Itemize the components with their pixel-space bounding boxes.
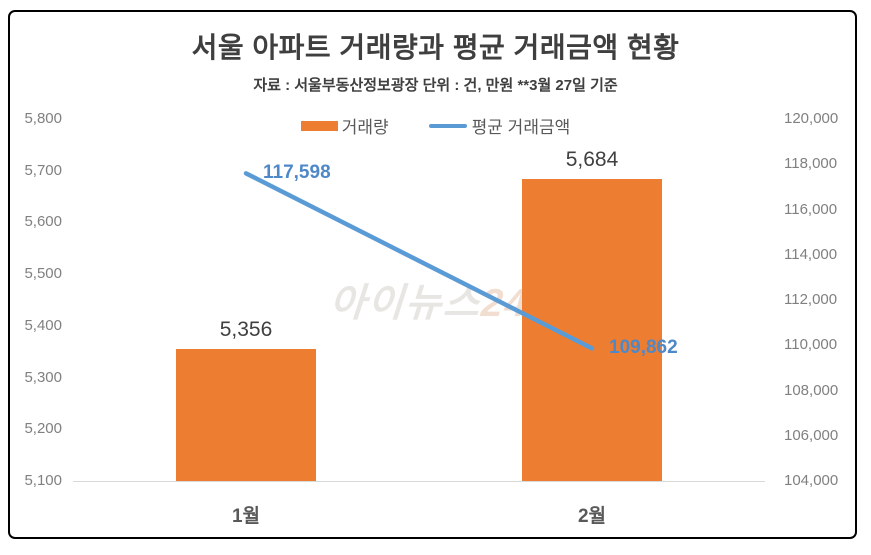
axis-tick: 120,000 [784,110,839,127]
axis-tick: 5,800 [24,110,62,127]
legend: 거래량 평균 거래금액 [0,113,871,138]
axis-tick: 108,000 [784,381,839,399]
legend-item-volume: 거래량 [300,113,389,138]
legend-item-price: 평균 거래금액 [428,113,571,138]
legend-label-volume: 거래량 [341,118,389,137]
axis-tick: 110,000 [784,336,838,354]
bar-1월 [176,348,316,481]
bar-swatch-icon [300,120,338,131]
axis-tick: 5,100 [24,472,62,489]
price-line [243,171,595,351]
bar-value-label: 5,356 [219,317,273,341]
axis-baseline [73,481,765,482]
category-label: 1월 [231,506,261,527]
axis-tick: 114,000 [784,245,838,263]
legend-label-price: 평균 거래금액 [471,118,571,137]
axis-tick: 5,500 [24,265,62,283]
category-label: 2월 [577,506,607,527]
axis-tick: 5,600 [24,213,62,231]
axis-tick: 5,200 [24,420,62,438]
axis-tick: 118,000 [784,155,838,173]
axis-tick: 5,400 [24,316,62,334]
chart-title: 서울 아파트 거래량과 평균 거래금액 현황 [191,32,680,63]
axis-tick: 112,000 [784,291,838,308]
chart-frame [8,10,857,539]
line-point-label: 109,862 [609,337,678,359]
axis-tick: 5,700 [24,161,62,179]
axis-tick: 116,000 [784,200,838,218]
chart-subtitle: 자료 : 서울부동산정보광장 단위 : 건, 만원 **3월 27일 기준 [253,77,618,94]
bar-value-label: 5,684 [565,147,619,171]
line-swatch-icon [428,123,467,128]
axis-tick: 104,000 [784,472,839,489]
axis-tick: 5,300 [24,368,62,386]
bar-2월 [522,178,662,481]
line-point-label: 117,598 [263,162,331,184]
axis-tick: 106,000 [784,426,839,444]
